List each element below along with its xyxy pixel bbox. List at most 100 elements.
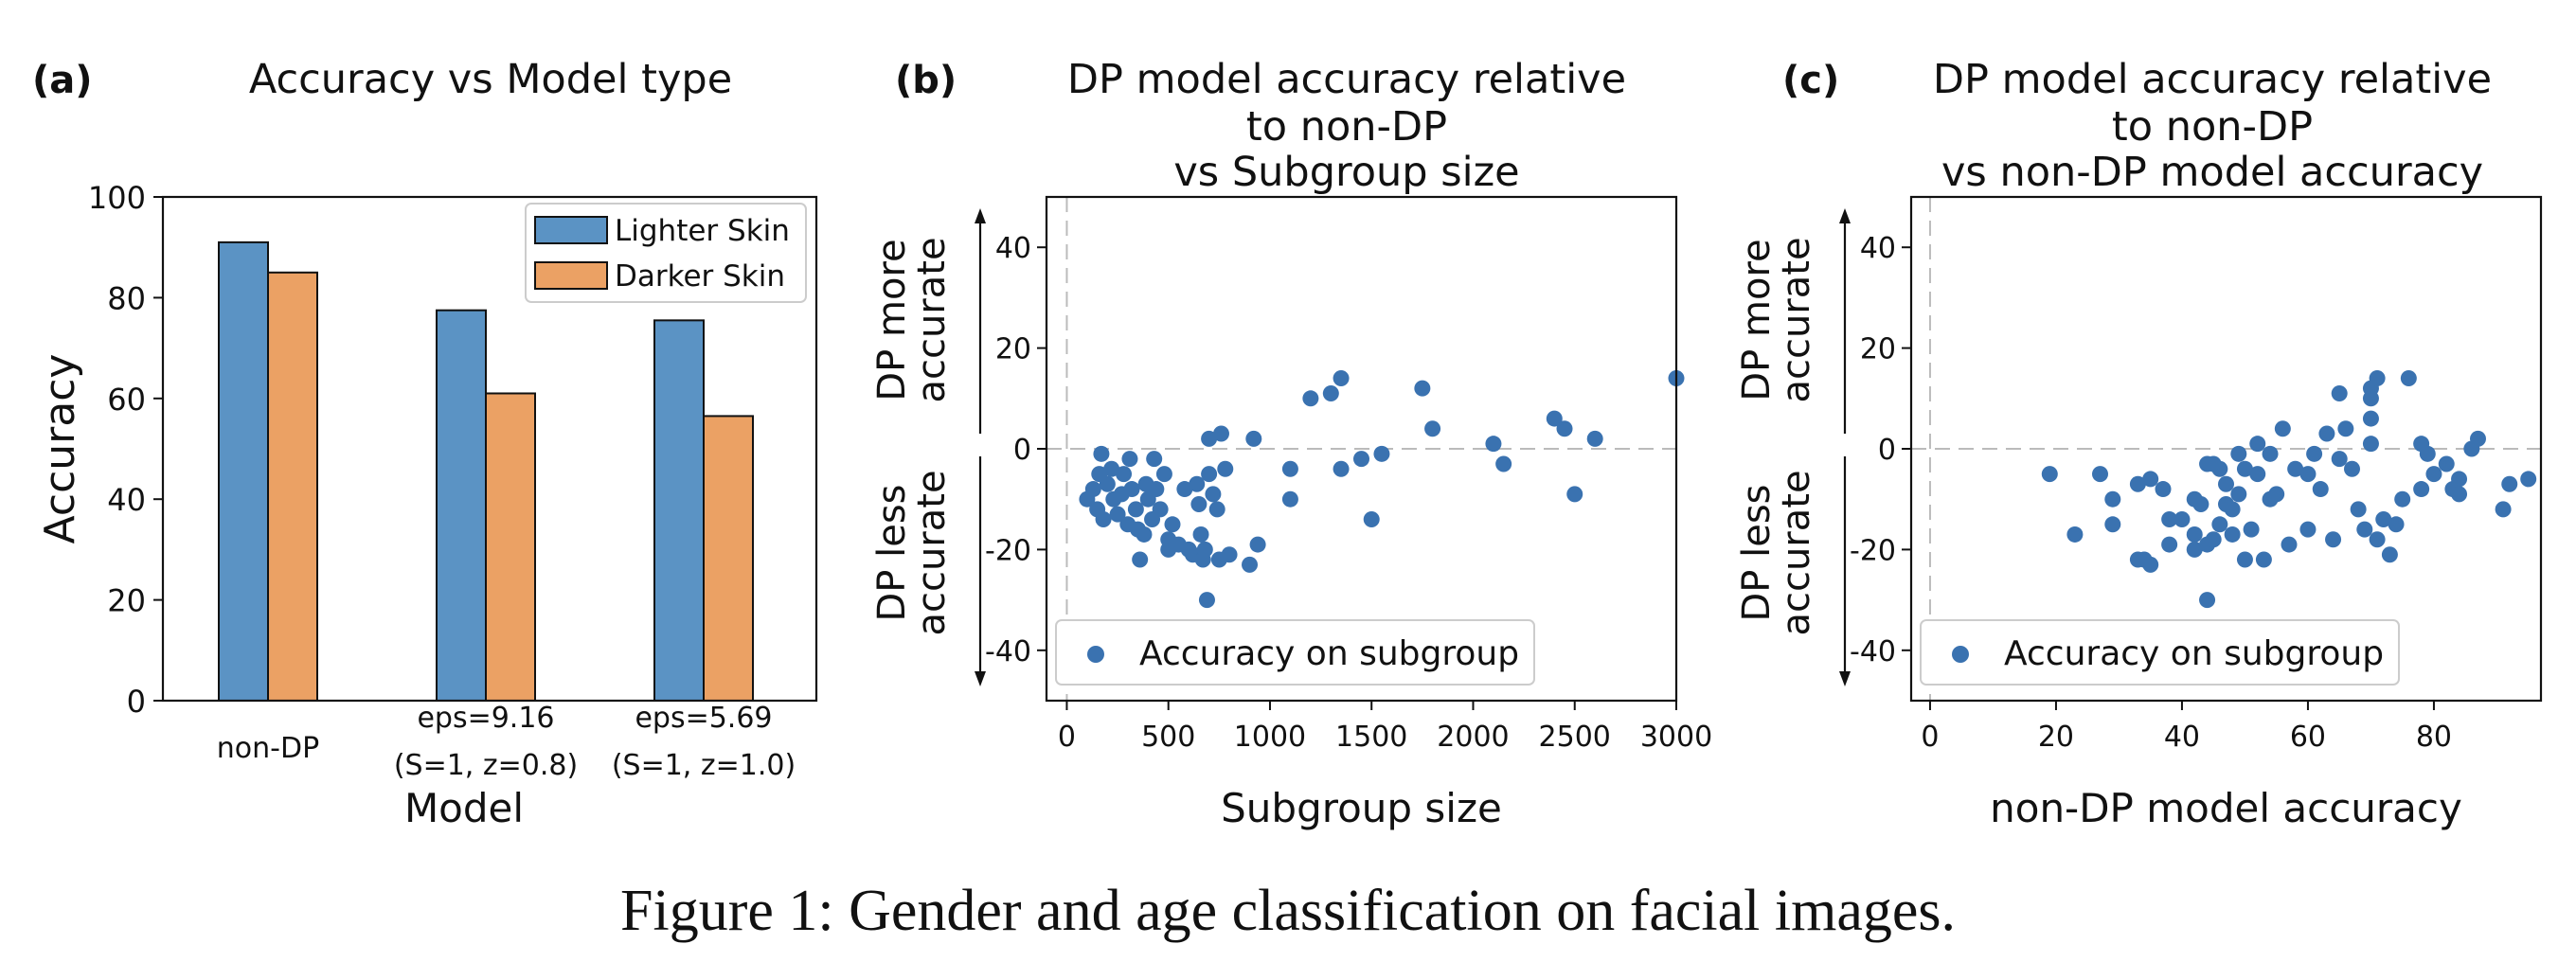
y-tick-label: 20 [107,583,146,619]
scatter-point-10 [2155,481,2172,498]
scatter-point-17 [1132,551,1149,568]
scatter-point-51 [1281,490,1298,508]
arrow-up-icon [1839,208,1851,223]
scatter-point-12 [2161,536,2178,553]
scatter-point-69 [2425,466,2442,483]
x-tick-label: 40 [2164,721,2200,754]
scatter-point-57 [1363,510,1380,527]
legend: Accuracy on subgroup [1920,619,2400,686]
bar-lighter-2 [653,319,705,702]
scatter-point-67 [2413,481,2430,498]
scatter-point-0 [2041,466,2058,483]
bar-darker-2 [703,415,754,702]
scatter-point-54 [2356,521,2373,538]
scatter-point-56 [2362,390,2379,407]
scatter-point-15 [2186,526,2203,543]
scatter-point-53 [1322,384,1339,401]
scatter-point-3 [2104,516,2121,533]
legend-box [1055,619,1535,686]
scatter-point-70 [2438,455,2455,472]
scatter-point-30 [1176,481,1193,498]
x-tick-label: eps=5.69 [635,702,772,735]
scatter-point-33 [2243,521,2260,538]
scatter-point-27 [2224,501,2241,518]
scatter-point-53 [2350,501,2367,518]
scatter-point-66 [1586,430,1603,447]
x-tick-label: 0 [1058,721,1076,754]
scatter-point-28 [1164,516,1181,533]
bar-lighter-0 [218,240,269,702]
scatter-point-18 [2199,592,2216,609]
scatter-point-35 [2249,466,2266,483]
x-axis-label: non-DP model accuracy [1990,785,2462,831]
scatter-point-54 [1333,370,1350,387]
scatter-point-14 [1123,481,1140,498]
y-tick-label: 20 [995,333,1031,366]
scatter-point-42 [2287,460,2304,477]
legend-marker [1952,646,1969,663]
scatter-point-72 [2451,486,2468,503]
scatter-point-4 [2104,490,2121,508]
scatter-point-52 [1302,390,1319,407]
scatter-point-35 [1192,526,1209,543]
scatter-point-50 [1281,460,1298,477]
scatter-point-57 [2362,410,2379,427]
chart-title: to non-DP [2112,103,2313,151]
scatter-point-64 [1556,420,1573,437]
panel-label: (b) [895,59,957,102]
scatter-point-60 [2369,370,2386,387]
chart-title: DP model accuracy relative [1933,56,2492,103]
scatter-point-34 [2249,436,2266,453]
scatter-point-77 [2501,475,2518,492]
scatter-point-22 [1146,451,1163,468]
scatter-point-59 [2369,531,2386,548]
y-tick-label: 0 [127,684,146,720]
chart-title: vs Subgroup size [1173,149,1519,196]
legend-swatch [534,216,608,244]
side-label-lower: accurate [910,470,954,635]
panel-label: (a) [32,59,93,102]
scatter-point-61 [2375,510,2392,527]
scatter-point-62 [2381,546,2398,563]
scatter-point-39 [1201,466,1218,483]
scatter-point-4 [1093,445,1110,462]
scatter-point-1 [1084,481,1101,498]
y-tick-label: -40 [1850,635,1896,668]
plot-frame [161,195,818,703]
panel-a: (a) Accuracy vs Model type 0 20 40 60 80 100 non… [32,56,818,831]
scatter-point-49 [1249,536,1266,553]
x-tick-label: 80 [2416,721,2452,754]
scatter-point-44 [1212,425,1229,442]
x-tick-label: 2500 [1539,721,1611,754]
y-tick-label: 60 [107,382,146,418]
scatter-point-5 [2129,475,2146,492]
scatter-point-47 [1242,556,1259,573]
legend-label: Lighter Skin [615,214,790,248]
side-label-upper: DP more [870,239,914,401]
figure-caption: Figure 1: Gender and age classification … [620,879,1956,943]
scatter-point-46 [1221,546,1238,563]
panel-label: (c) [1782,59,1839,102]
scatter-point-31 [2236,460,2253,477]
legend-swatch [534,261,608,290]
x-tick-label: 1500 [1335,721,1407,754]
bar-darker-0 [267,271,318,702]
arrow-up-icon [975,208,986,223]
scatter-point-76 [2495,501,2512,518]
y-tick-label: 40 [1860,232,1896,265]
scatter-point-45 [1217,460,1234,477]
scatter-point-9 [2142,556,2159,573]
scatter-point-64 [2394,490,2411,508]
legend-box [1920,619,2400,686]
scatter-point-37 [2262,445,2279,462]
scatter-point-22 [2205,531,2222,548]
x-tick-label: 60 [2290,721,2326,754]
scatter-point-16 [2186,541,2203,558]
legend-label: Darker Skin [615,259,785,294]
scatter-point-42 [1208,501,1225,518]
chart-title: Accuracy vs Model type [249,56,732,103]
scatter-point-23 [2211,516,2228,533]
scatter-point-45 [2306,445,2323,462]
